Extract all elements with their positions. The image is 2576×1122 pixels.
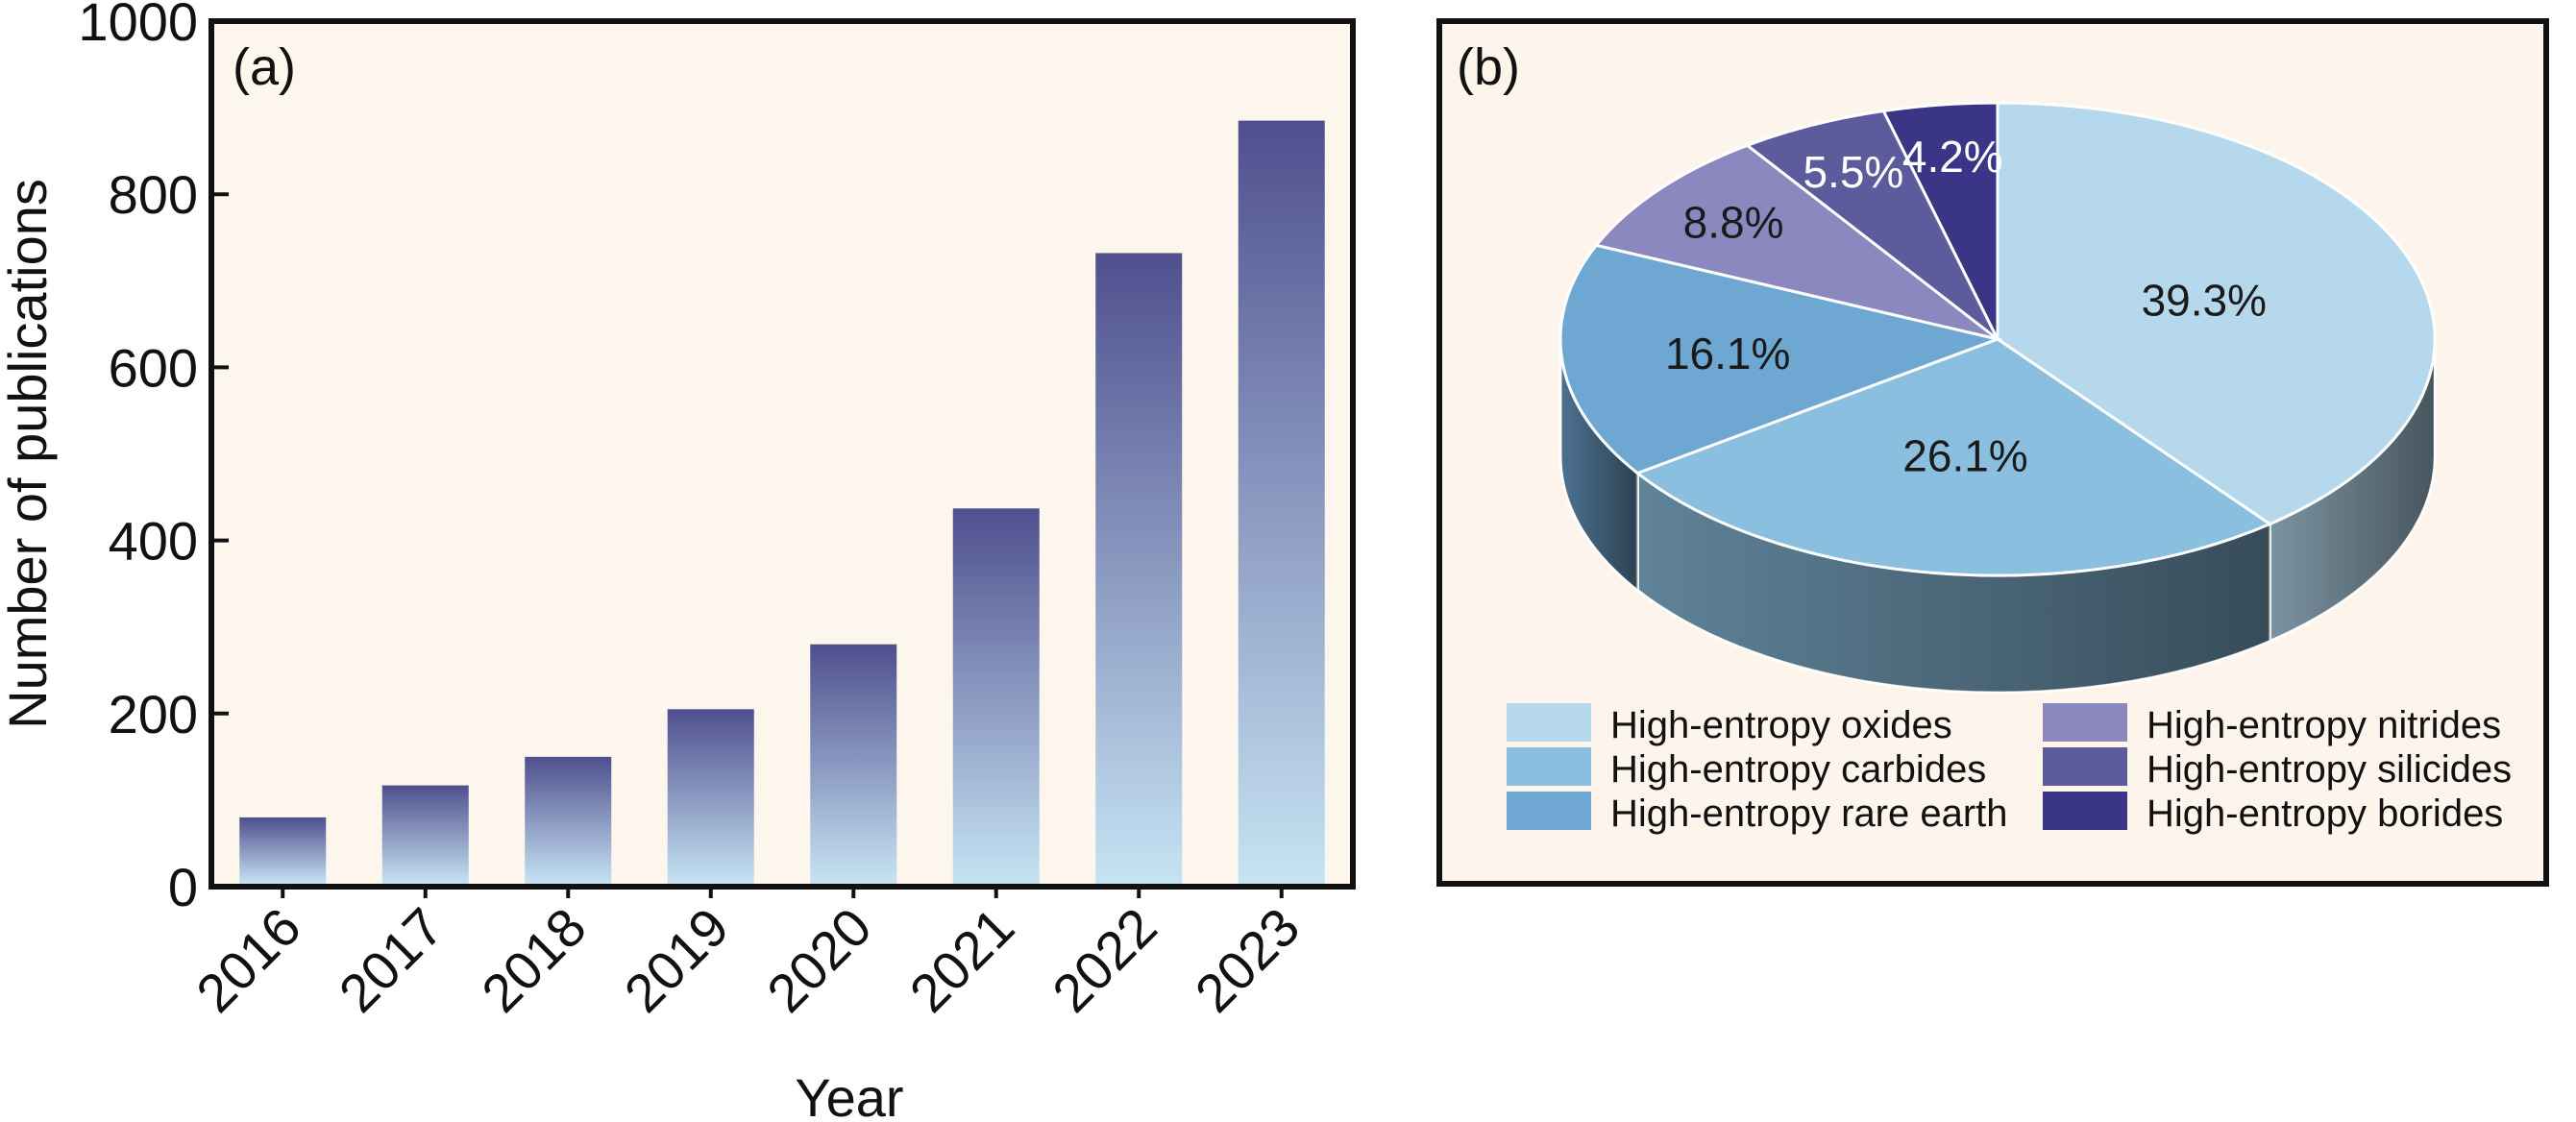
y-axis-label: Number of publications [0,179,58,729]
x-tick-label: 2022 [1041,896,1168,1024]
pie-side-shade [1637,473,2270,693]
legend-item-high-entropy-borides: High-entropy borides [2043,792,2503,835]
x-tick-label: 2023 [1184,896,1312,1024]
pie-value-label-high-entropy-oxides: 39.3% [2142,275,2267,325]
x-axis: 2016 2017 2018 2019 2020 2021 2022 2023 [184,887,1311,1024]
bar-2020 [810,644,897,884]
pie-slice-high-entropy-borides [1881,101,1999,340]
legend-item-high-entropy-silicides: High-entropy silicides [2043,747,2512,791]
y-axis: 0 200 400 600 800 1000 [78,0,229,917]
pie-value-label-high-entropy-carbides: 26.1% [1902,431,2027,481]
y-tick-label: 0 [168,857,198,917]
legend-item-high-entropy-oxides: High-entropy oxides [1507,703,1952,746]
x-tick-label: 2018 [470,896,598,1024]
pie-side-walls [1558,338,2437,695]
legend-label: High-entropy rare earth [1610,793,2008,835]
legend-swatch [2043,747,2127,786]
pie-side-shade [1560,339,1638,591]
pie-value-label-high-entropy-silicides: 5.5% [1803,147,1903,197]
legend-swatch [1507,703,1591,742]
x-axis-label: Year [795,1067,903,1122]
pie-value-label-high-entropy-nitrides: 8.8% [1683,198,1784,248]
pie-slice-high-entropy-carbides [1634,337,2273,577]
x-tick-label: 2017 [328,896,455,1024]
panel-a-label: (a) [233,38,296,96]
bar-2023 [1238,120,1325,885]
legend-swatch [1507,747,1591,786]
pie-slice-high-entropy-silicides [1744,109,1999,341]
pie-chart-panel: (b) 39.3% 26.1% 16.1% 8.8% 5.5%4.2% High-ent… [1436,18,2549,887]
pie-value-label-high-entropy-borides: 4.2% [1902,132,2003,182]
pie-value-label-high-entropy-rare-earth: 16.1% [1665,329,1790,378]
legend-swatch [2043,792,2127,830]
bar-series [239,120,1325,885]
legend-item-high-entropy-nitrides: High-entropy nitrides [2043,703,2501,746]
legend-swatch [2043,703,2127,742]
bar-2022 [1095,253,1183,884]
y-tick-label: 1000 [78,0,198,52]
bar-2016 [239,817,327,884]
y-tick-label: 400 [109,511,198,572]
pie-side-shade [2269,339,2435,642]
x-tick-label: 2020 [755,896,883,1024]
legend-item-high-entropy-rare-earth: High-entropy rare earth [1507,792,2008,835]
y-tick-label: 800 [109,164,198,225]
x-tick-label: 2016 [184,896,312,1024]
y-tick-label: 600 [109,337,198,398]
legend-item-high-entropy-carbides: High-entropy carbides [1507,747,1986,791]
bar-2019 [667,709,754,884]
pie: 39.3% 26.1% 16.1% 8.8% 5.5%4.2% [1558,101,2437,695]
bar-2018 [525,756,612,884]
legend-label: High-entropy oxides [1610,704,1952,746]
legend-swatch [1507,792,1591,830]
legend-label: High-entropy silicides [2147,748,2512,791]
legend-label: High-entropy borides [2147,793,2503,835]
y-tick-label: 200 [109,684,198,744]
legend-label: High-entropy nitrides [2147,704,2501,746]
pie-top-face [1558,101,2437,577]
pie-slice-high-entropy-oxides [1996,101,2437,526]
pie-value-labels: 39.3% 26.1% 16.1% 8.8% 5.5%4.2% [1665,132,2267,481]
x-tick-label: 2021 [898,896,1026,1024]
bar-2017 [381,785,469,884]
legend-label: High-entropy carbides [1610,748,1986,791]
pie-slice-high-entropy-nitrides [1593,143,1999,341]
bar-2021 [952,508,1040,884]
pie-slice-high-entropy-rare-earth [1558,243,2003,476]
x-tick-label: 2019 [613,896,741,1024]
panel-b-label: (b) [1457,38,1520,96]
